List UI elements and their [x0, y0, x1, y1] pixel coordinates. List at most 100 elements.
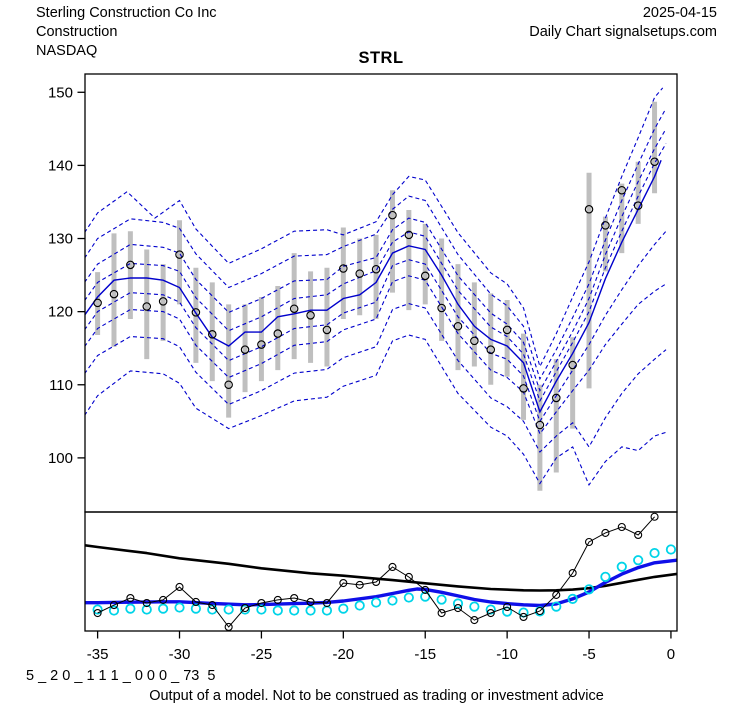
close-marker — [584, 205, 594, 214]
close-marker — [109, 289, 119, 299]
x-tick-label: -30 — [169, 646, 191, 663]
cyan-dot — [649, 547, 660, 559]
close-marker — [126, 260, 135, 270]
close-marker — [568, 360, 577, 370]
indicator-panel — [85, 512, 677, 631]
price-panel — [85, 87, 667, 491]
indicator-marker — [93, 608, 102, 618]
quantile-line-lower-4 — [85, 334, 667, 487]
indicator-marker — [421, 585, 430, 594]
indicator-marker — [273, 595, 282, 604]
close-marker — [208, 330, 217, 339]
quantile-line-lower-3 — [85, 303, 667, 453]
indicator-marker — [208, 601, 217, 610]
quantile-line-upper-3 — [85, 108, 667, 381]
cyan-dot — [551, 601, 562, 612]
cyan-dot — [289, 605, 300, 616]
close-markers — [93, 157, 659, 430]
close-marker — [551, 393, 561, 403]
close-marker — [289, 304, 299, 313]
indicator-marker — [584, 537, 594, 547]
x-tick-label: -10 — [496, 646, 518, 663]
price-range-bars — [95, 101, 658, 491]
close-marker — [142, 302, 152, 311]
cyan-dot — [108, 605, 120, 616]
indicator-marker — [388, 562, 397, 572]
indicator-marker — [224, 622, 233, 631]
indicator-marker — [519, 612, 528, 622]
cyan-dot — [370, 597, 382, 608]
indicator-marker — [240, 603, 250, 613]
indicator-marker — [486, 608, 495, 618]
cyan-dot — [387, 595, 398, 606]
indicator-marker — [568, 568, 577, 578]
y-tick-label: 130 — [48, 231, 73, 248]
x-tick-label: -35 — [87, 646, 109, 663]
y-tick-label: 110 — [49, 377, 73, 394]
cyan-dot — [174, 602, 185, 613]
close-marker — [257, 340, 266, 349]
cyan-dot — [616, 561, 627, 572]
close-marker — [371, 264, 381, 274]
indicator-panel-frame — [84, 511, 678, 632]
cyan-dot — [436, 594, 447, 605]
close-marker — [601, 221, 610, 230]
indicator-marker — [404, 572, 413, 582]
close-marker — [470, 336, 479, 346]
cyan-dot — [354, 600, 365, 611]
indicator-marker — [535, 606, 544, 616]
indicator-line — [97, 516, 655, 628]
close-marker — [420, 271, 430, 281]
close-marker — [339, 264, 348, 273]
close-marker — [453, 321, 463, 331]
trend-line-black — [85, 544, 677, 592]
indicator-marker — [552, 590, 561, 599]
exchange-label: NASDAQ — [36, 43, 98, 59]
cyan-dot — [256, 604, 267, 615]
cyan-dot — [305, 605, 316, 616]
close-marker — [633, 201, 643, 210]
cyan-dot — [272, 605, 283, 616]
close-marker — [486, 345, 496, 354]
indicator-marker — [126, 593, 135, 603]
y-axis: 100 110 120 130 140 150 — [48, 84, 85, 467]
indicator-marker — [650, 512, 659, 521]
quantile-line-upper-2 — [85, 128, 667, 392]
cyan-dot — [338, 603, 349, 614]
indicator-marker — [617, 522, 626, 532]
signal-line-blue — [85, 558, 677, 608]
close-marker — [535, 420, 545, 430]
median-forecast-line — [85, 160, 662, 414]
close-marker — [388, 210, 397, 220]
y-tick-label: 120 — [48, 304, 73, 321]
x-tick-label: -15 — [414, 646, 436, 663]
cyan-dot — [600, 571, 611, 582]
x-tick-label: -20 — [332, 646, 354, 663]
cyan-dot — [583, 584, 595, 595]
ticker-title: STRL — [358, 49, 404, 67]
indicator-marker — [191, 597, 200, 607]
close-marker — [355, 269, 364, 278]
indicator-marker — [372, 577, 381, 587]
indicator-line-circles — [93, 512, 659, 631]
reference-circles-cyan — [92, 544, 677, 618]
cyan-dot — [141, 604, 152, 615]
indicator-marker — [322, 598, 331, 608]
close-marker — [617, 185, 627, 195]
quantile-line-upper-1 — [85, 143, 667, 403]
close-marker — [191, 308, 201, 317]
indicator-marker — [159, 595, 168, 604]
close-marker — [93, 298, 102, 308]
cyan-dot — [665, 544, 677, 555]
indicator-marker — [634, 530, 643, 540]
close-marker — [306, 311, 315, 320]
close-marker — [437, 303, 446, 313]
close-marker — [240, 345, 250, 354]
cyan-dot — [633, 555, 644, 566]
disclaimer-text: Output of a model. Not to be construed a… — [149, 688, 604, 704]
indicator-marker — [437, 608, 446, 618]
close-marker — [322, 325, 332, 335]
close-marker — [224, 380, 233, 390]
close-marker — [404, 230, 414, 240]
